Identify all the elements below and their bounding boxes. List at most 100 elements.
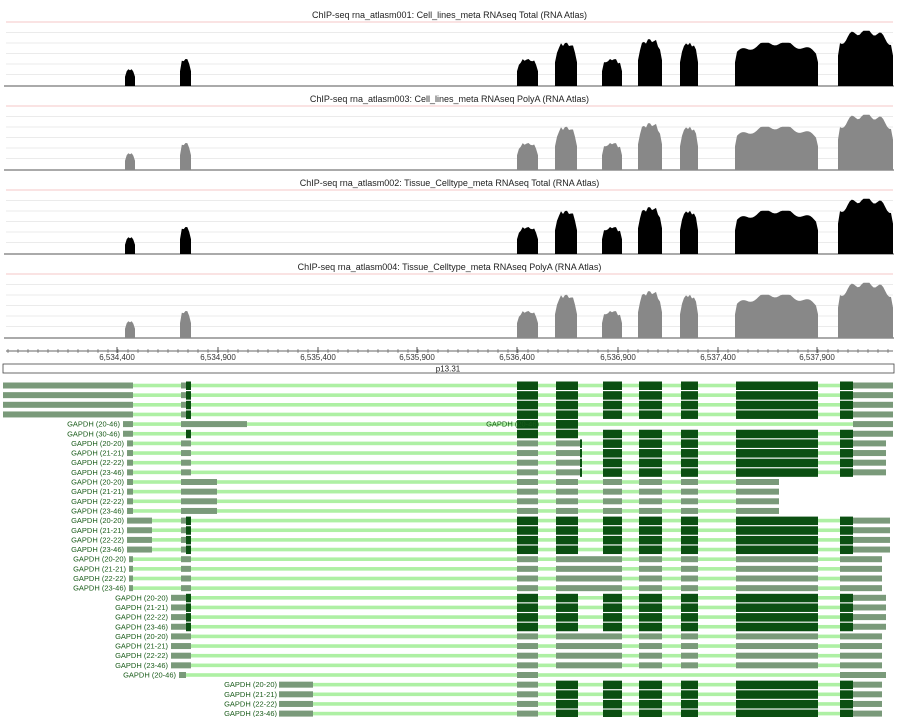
transcript-track[interactable]: GAPDH (20-46) GAPDH (20-46)GAPDH (30-46)G… (3, 381, 893, 717)
intron-line (3, 393, 893, 397)
cytoband: p13.31 (2, 363, 895, 374)
transcript-row[interactable]: GAPDH (20-20) (115, 632, 882, 641)
utr-exon (517, 662, 538, 669)
transcript-row[interactable]: GAPDH (23-46) (71, 545, 890, 555)
utr-exon (517, 575, 538, 582)
transcript-row[interactable]: GAPDH (20-20) (73, 555, 882, 564)
transcript-row[interactable]: GAPDH (22-22) (71, 535, 890, 545)
utr-exon (517, 507, 538, 514)
utr-exon (603, 488, 622, 495)
transcript-row[interactable]: GAPDH (20-46) (67, 420, 893, 429)
utr-exon (517, 498, 538, 505)
utr-exon (736, 633, 818, 640)
transcript-row[interactable]: GAPDH (23-46) (115, 622, 886, 632)
transcript-row[interactable] (3, 381, 893, 391)
coding-exon (681, 699, 698, 709)
transcript-row[interactable]: GAPDH (20-20) (71, 439, 886, 448)
coding-exon (186, 391, 191, 400)
transcript-row[interactable]: GAPDH (20-20) (115, 593, 886, 603)
utr-exon (853, 691, 882, 698)
coding-exon (556, 545, 578, 555)
coding-exon (681, 391, 698, 400)
transcript-row[interactable]: GAPDH (22-22) (73, 574, 882, 583)
transcript-label: GAPDH (21-21) (115, 603, 168, 612)
signal-track-1 (4, 21, 894, 87)
transcript-row[interactable]: GAPDH (21-21) (71, 526, 890, 535)
ruler-tick-label-5: 6,536,400 (499, 353, 535, 362)
coding-exon (639, 381, 662, 390)
transcript-label: GAPDH (20-46) (123, 671, 176, 680)
utr-exon (517, 469, 538, 476)
utr-exon (171, 633, 191, 640)
transcript-row[interactable]: GAPDH (21-21) (115, 642, 882, 651)
coverage-peak (602, 311, 622, 338)
intron-line (127, 460, 886, 465)
transcript-row[interactable]: GAPDH (21-21) (71, 449, 886, 458)
transcript-row[interactable]: GAPDH (22-22) (115, 613, 886, 622)
coding-exon (681, 709, 698, 717)
intron-line (129, 567, 882, 571)
transcript-row[interactable]: GAPDH (20-20) (71, 478, 779, 487)
utr-exon (556, 556, 622, 563)
coding-exon (556, 613, 578, 622)
transcript-row[interactable]: GAPDH (20-20) (224, 680, 882, 690)
coding-exon (556, 680, 578, 690)
utr-exon (681, 498, 698, 505)
transcript-row[interactable] (3, 391, 893, 400)
utr-exon (840, 565, 882, 572)
transcript-row[interactable]: GAPDH (23-46) (71, 468, 886, 477)
transcript-row[interactable]: GAPDH (21-21) (115, 603, 886, 612)
transcript-row[interactable]: GAPDH (23-46) (224, 709, 882, 717)
transcript-row[interactable]: GAPDH (21-21) (71, 487, 779, 496)
transcript-row[interactable]: GAPDH (22-22) (224, 699, 882, 709)
transcript-row[interactable]: GAPDH (23-46) (73, 584, 882, 593)
utr-exon (853, 440, 886, 447)
coverage-peak (517, 227, 538, 254)
utr-exon (556, 440, 580, 447)
transcript-row[interactable]: GAPDH (22-22) (71, 497, 779, 506)
utr-exon (123, 421, 133, 428)
utr-exon (840, 585, 882, 592)
coding-exon (603, 391, 622, 400)
coverage-peak (680, 294, 698, 338)
utr-exon (181, 421, 247, 428)
transcript-row[interactable]: GAPDH (22-22) (115, 651, 882, 660)
coding-exon (736, 400, 818, 410)
intron-line (123, 431, 893, 436)
coverage-peak (517, 143, 538, 170)
coding-exon (736, 468, 818, 477)
coverage-peak (602, 59, 622, 86)
transcript-row[interactable]: GAPDH (21-21) (224, 690, 882, 699)
transcript-row[interactable]: GAPDH (20-46) (123, 671, 886, 680)
coding-exon (186, 613, 191, 622)
utr-exon (556, 498, 578, 505)
utr-exon (517, 488, 538, 495)
track-title-1: ChIP-seq rna_atlasm001: Cell_lines_meta … (312, 10, 587, 20)
utr-exon (736, 575, 818, 582)
transcript-row[interactable]: GAPDH (30-46) (67, 429, 893, 439)
transcript-label: GAPDH (23-46) (71, 506, 124, 515)
transcript-row[interactable]: GAPDH (21-21) (73, 564, 882, 573)
transcript-row[interactable]: GAPDH (22-22) (71, 458, 886, 468)
coverage-peak (555, 210, 577, 254)
utr-exon (127, 488, 133, 495)
coding-exon (639, 391, 662, 400)
transcript-row[interactable]: GAPDH (23-46) (71, 506, 779, 515)
utr-exon (127, 469, 133, 476)
coding-exon (517, 516, 538, 526)
coding-exon (840, 622, 853, 632)
transcript-row[interactable] (3, 410, 893, 419)
coding-exon (517, 420, 538, 429)
transcript-row[interactable]: GAPDH (20-20) (71, 516, 890, 526)
utr-exon (517, 652, 538, 659)
utr-exon (853, 536, 890, 543)
coding-exon (186, 381, 191, 390)
coding-exon (556, 391, 578, 400)
transcript-row[interactable] (3, 400, 893, 410)
transcript-row[interactable]: GAPDH (23-46) (115, 661, 882, 670)
coding-exon (556, 699, 578, 709)
coding-exon (517, 622, 538, 632)
utr-exon (853, 469, 886, 476)
coding-exon (556, 526, 578, 535)
